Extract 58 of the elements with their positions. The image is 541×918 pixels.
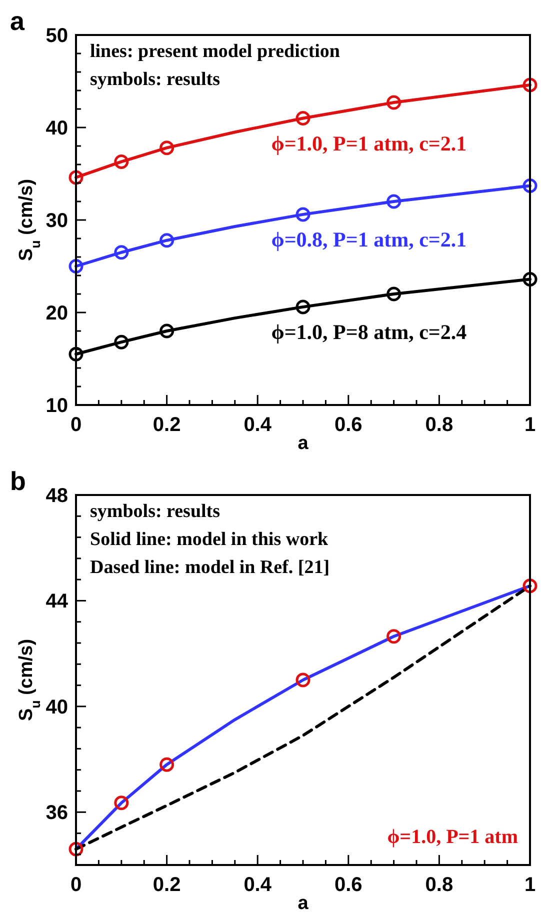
point (114, 154, 129, 169)
y-tick-label: 40 (46, 696, 68, 718)
point (68, 170, 84, 185)
point (296, 300, 310, 314)
series-label: ϕ=1.0, P=1 atm, c=2.1 (271, 131, 467, 156)
point (522, 178, 538, 194)
point (386, 629, 402, 644)
point (160, 233, 174, 248)
x-tick-label: 0.4 (244, 414, 272, 436)
point (522, 578, 538, 594)
annotation: symbols: results (90, 69, 220, 90)
x-axis-title: a (298, 433, 309, 454)
point (522, 78, 538, 92)
annotation: symbols: results (90, 501, 220, 522)
annotation: Solid line: model in this work (90, 529, 328, 550)
point (114, 796, 129, 810)
annotation: ϕ=1.0, P=1 atm (387, 826, 518, 848)
x-tick-label: 0 (70, 414, 82, 436)
series-label: ϕ=0.8, P=1 atm, c=2.1 (271, 227, 467, 252)
x-tick-label: 0.8 (425, 414, 454, 436)
point (386, 194, 402, 209)
point (296, 672, 310, 688)
point (386, 95, 402, 110)
x-tick-label: 0.6 (334, 414, 362, 436)
y-tick-label: 40 (46, 118, 68, 140)
point (68, 842, 84, 856)
x-tick-label: 0.6 (334, 874, 362, 896)
chart-title: a (10, 6, 25, 36)
point (114, 245, 129, 260)
point (114, 334, 129, 350)
point (296, 111, 310, 126)
x-tick-label: 0 (70, 874, 82, 896)
x-tick-label: 1 (524, 414, 536, 436)
point (160, 757, 174, 772)
point (522, 272, 538, 286)
point (160, 140, 174, 156)
annotation: Dased line: model in Ref. [21] (90, 557, 330, 578)
y-tick-label: 44 (46, 590, 69, 613)
x-tick-label: 0.8 (425, 874, 454, 896)
point (68, 346, 84, 362)
y-tick-label: 48 (46, 485, 68, 507)
point (296, 207, 310, 222)
x-tick-label: 0.2 (152, 874, 181, 896)
chart-title: b (10, 466, 26, 496)
annotation: lines: present model prediction (90, 41, 340, 62)
x-tick-label: 0.4 (244, 874, 272, 896)
y-tick-label: 10 (46, 395, 68, 417)
x-tick-label: 1 (524, 874, 536, 896)
series-label: ϕ=1.0, P=8 atm, c=2.4 (271, 320, 468, 344)
point (160, 324, 174, 338)
x-axis-title: a (298, 893, 309, 914)
point (386, 286, 402, 302)
y-tick-label: 20 (46, 302, 68, 324)
y-tick-label: 50 (46, 25, 68, 47)
point (68, 259, 84, 274)
y-tick-label: 30 (46, 210, 68, 232)
x-tick-label: 0.2 (152, 414, 181, 436)
y-tick-label: 36 (46, 802, 68, 824)
